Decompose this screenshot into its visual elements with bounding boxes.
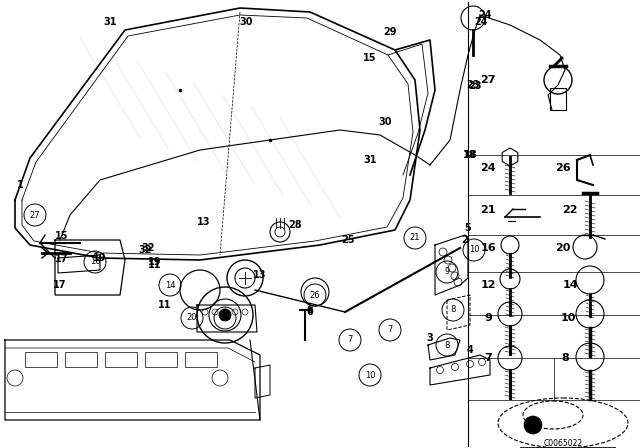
Text: 17: 17 (55, 254, 68, 264)
Text: 12: 12 (220, 314, 230, 323)
Text: 21: 21 (480, 205, 496, 215)
Text: 8: 8 (444, 340, 450, 349)
Text: 32: 32 (138, 245, 152, 255)
Circle shape (524, 416, 542, 434)
Text: 14: 14 (164, 280, 175, 289)
Text: 10: 10 (365, 370, 375, 379)
Text: 6: 6 (307, 307, 314, 317)
Text: 5: 5 (465, 223, 472, 233)
Text: 7: 7 (348, 336, 353, 345)
Text: 10: 10 (468, 246, 479, 254)
Bar (25, 352, 57, 367)
Text: 20: 20 (187, 314, 197, 323)
Text: 13: 13 (197, 217, 211, 227)
Text: 19: 19 (93, 253, 107, 263)
Text: 18: 18 (464, 150, 478, 160)
Text: 10: 10 (560, 313, 576, 323)
Text: 24: 24 (480, 163, 496, 173)
Text: 17: 17 (53, 280, 67, 290)
Text: 26: 26 (310, 290, 320, 300)
Bar (185, 352, 217, 367)
Text: 27: 27 (29, 211, 40, 220)
Text: 19: 19 (148, 257, 162, 267)
Text: 15: 15 (55, 231, 68, 241)
Text: 9: 9 (444, 267, 450, 276)
Text: 32: 32 (141, 243, 155, 253)
Text: 25: 25 (341, 235, 355, 245)
Text: 12: 12 (480, 280, 496, 290)
Bar (550, 88, 566, 110)
Bar (105, 352, 137, 367)
Text: 11: 11 (158, 300, 172, 310)
Text: 9: 9 (484, 313, 492, 323)
Bar (145, 352, 177, 367)
Text: 11: 11 (148, 260, 162, 270)
Text: 16: 16 (480, 243, 496, 253)
Text: 31: 31 (364, 155, 377, 165)
Text: 30: 30 (378, 117, 392, 127)
Text: 26: 26 (555, 163, 571, 173)
Text: 31: 31 (103, 17, 116, 27)
Text: 4: 4 (467, 345, 474, 355)
Text: 18: 18 (463, 150, 477, 160)
Text: 14: 14 (562, 280, 578, 290)
Bar (65, 352, 97, 367)
Text: 21: 21 (410, 233, 420, 242)
Text: 28: 28 (288, 220, 302, 230)
Text: 2: 2 (461, 235, 468, 245)
Text: 29: 29 (383, 27, 397, 37)
Text: 7: 7 (387, 326, 393, 335)
Text: 27: 27 (480, 75, 496, 85)
Text: 24: 24 (474, 17, 488, 27)
Text: 7: 7 (484, 353, 492, 363)
Circle shape (219, 309, 231, 321)
Text: 1: 1 (17, 180, 24, 190)
Text: 20: 20 (556, 243, 571, 253)
Text: 6: 6 (307, 305, 314, 315)
Text: 24: 24 (478, 10, 492, 20)
Text: 22: 22 (563, 205, 578, 215)
Text: 8: 8 (561, 353, 569, 363)
Text: 13: 13 (253, 270, 267, 280)
Text: C0065022: C0065022 (543, 439, 582, 448)
Text: 23: 23 (468, 81, 482, 91)
Text: 3: 3 (427, 333, 433, 343)
Text: 16: 16 (90, 258, 100, 267)
Text: 15: 15 (364, 53, 377, 63)
Text: 8: 8 (451, 306, 456, 314)
Text: 30: 30 (239, 17, 253, 27)
Text: 23: 23 (467, 80, 480, 90)
